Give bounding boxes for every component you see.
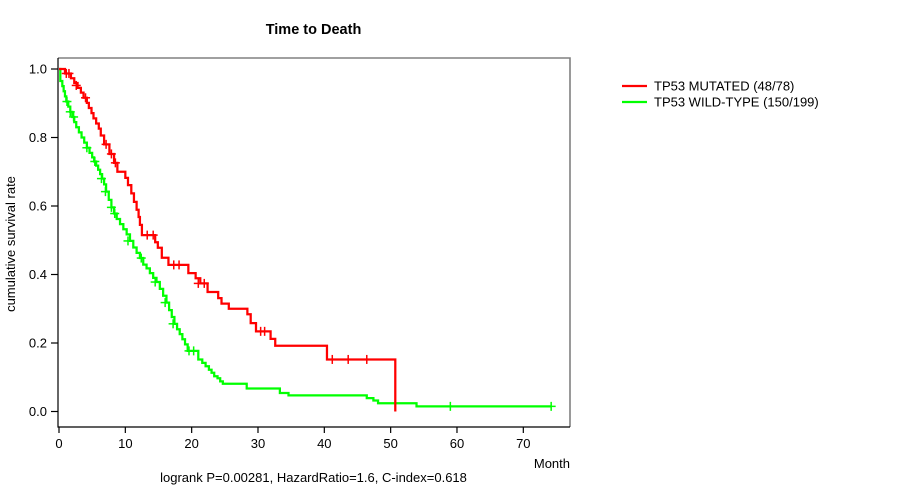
legend-label-tp53-mutated: TP53 MUTATED (48/78) xyxy=(654,79,794,94)
y-tick-label: 0.4 xyxy=(29,267,47,282)
axis-lines xyxy=(57,58,570,428)
x-tick-label: 40 xyxy=(317,436,331,451)
y-tick-label: 1.0 xyxy=(29,62,47,77)
chart-title: Time to Death xyxy=(265,22,362,38)
x-tick-label: 20 xyxy=(184,436,198,451)
km-curve-tp53-wild-type xyxy=(59,67,552,408)
y-tick-label: 0.6 xyxy=(29,199,47,214)
x-tick-label: 60 xyxy=(450,436,464,451)
plot-box xyxy=(58,57,571,427)
censor-marks-tp53-mutated xyxy=(61,68,372,364)
x-tick-label: 70 xyxy=(516,436,530,451)
legend: TP53 MUTATED (48/78) TP53 WILD-TYPE (150… xyxy=(622,79,819,110)
y-tick-label: 0.0 xyxy=(29,404,47,419)
axes: 0 10 20 30 40 50 60 70 1.0 0.8 0.6 0.4 0.2 0.0 xyxy=(29,57,571,451)
x-tick-label: 0 xyxy=(55,436,62,451)
x-tick-label: 10 xyxy=(118,436,132,451)
x-tick-label: 50 xyxy=(383,436,397,451)
legend-label-tp53-wild-type: TP53 WILD-TYPE (150/199) xyxy=(654,95,819,110)
y-tick-label: 0.8 xyxy=(29,130,47,145)
stats-footer: logrank P=0.00281, HazardRatio=1.6, C-in… xyxy=(160,470,467,485)
km-curve-tp53-mutated xyxy=(59,67,397,412)
x-tick-label: 30 xyxy=(251,436,265,451)
x-axis-unit-label: Month xyxy=(533,456,570,471)
y-tick-label: 0.2 xyxy=(29,336,47,351)
censor-marks-tp53-wild-type xyxy=(62,97,556,411)
survival-curves xyxy=(59,67,556,412)
